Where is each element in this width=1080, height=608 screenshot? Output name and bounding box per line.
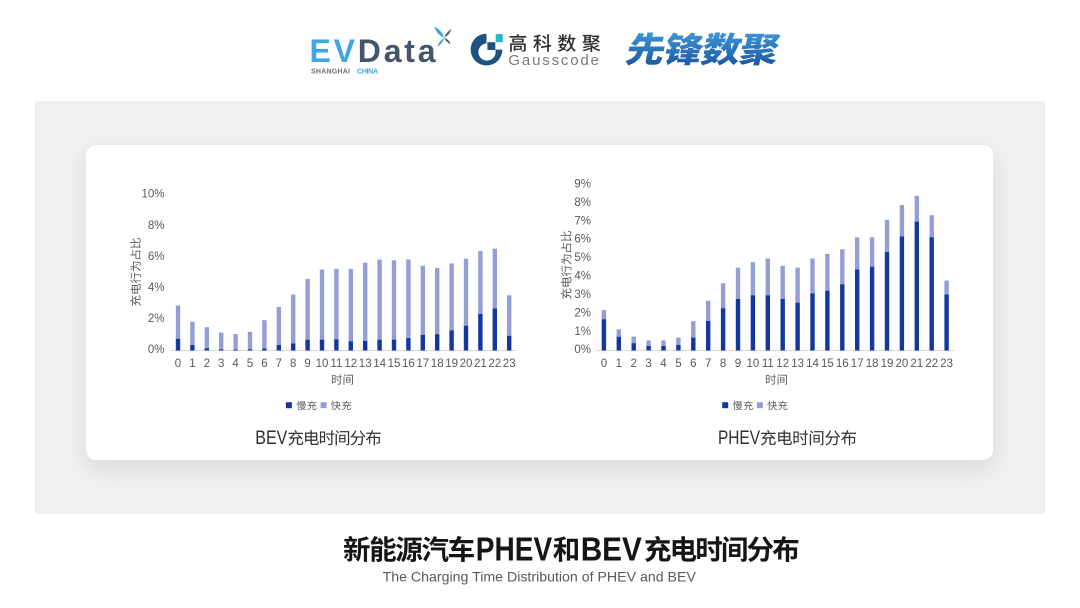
svg-text:20: 20 <box>460 358 473 370</box>
svg-text:15: 15 <box>821 358 834 370</box>
svg-text:6%: 6% <box>148 251 165 263</box>
svg-text:2: 2 <box>630 358 636 370</box>
svg-text:14: 14 <box>373 358 386 370</box>
svg-text:10: 10 <box>316 358 329 370</box>
svg-text:0%: 0% <box>148 344 165 356</box>
svg-text:19: 19 <box>881 358 894 370</box>
svg-text:18: 18 <box>431 358 444 370</box>
svg-text:8%: 8% <box>148 220 165 232</box>
svg-text:1%: 1% <box>574 326 591 338</box>
svg-text:10: 10 <box>747 358 760 370</box>
svg-text:2%: 2% <box>148 313 165 325</box>
svg-text:18: 18 <box>866 358 879 370</box>
svg-text:12: 12 <box>776 358 789 370</box>
svg-text:SHANGHAI: SHANGHAI <box>311 69 352 76</box>
svg-text:PHEV: PHEV <box>476 531 552 568</box>
svg-text:6: 6 <box>690 358 696 370</box>
svg-text:10%: 10% <box>141 189 164 201</box>
svg-text:CHINA: CHINA <box>357 69 380 76</box>
svg-text:2: 2 <box>204 358 210 370</box>
svg-text:19: 19 <box>445 358 458 370</box>
svg-text:9: 9 <box>735 358 741 370</box>
svg-text:The Charging Time Distribution: The Charging Time Distribution of PHEV a… <box>383 568 697 584</box>
svg-text:22: 22 <box>488 358 501 370</box>
svg-text:16: 16 <box>402 358 415 370</box>
svg-text:4: 4 <box>660 358 667 370</box>
svg-text:BEV: BEV <box>255 428 287 449</box>
svg-text:BEV: BEV <box>581 531 642 568</box>
svg-text:Gausscode: Gausscode <box>508 52 599 69</box>
svg-text:9%: 9% <box>574 179 591 191</box>
svg-text:PHEV: PHEV <box>718 428 760 449</box>
svg-text:8: 8 <box>290 358 296 370</box>
svg-text:3: 3 <box>645 358 651 370</box>
svg-text:16: 16 <box>836 358 849 370</box>
svg-text:5: 5 <box>247 358 253 370</box>
svg-text:6: 6 <box>261 358 267 370</box>
svg-text:23: 23 <box>940 358 953 370</box>
svg-text:22: 22 <box>925 358 938 370</box>
svg-text:2%: 2% <box>574 307 591 319</box>
svg-text:23: 23 <box>503 358 516 370</box>
svg-text:11: 11 <box>762 358 774 370</box>
svg-text:1: 1 <box>189 358 195 370</box>
svg-text:7: 7 <box>276 358 282 370</box>
svg-text:21: 21 <box>910 358 923 370</box>
svg-text:8: 8 <box>720 358 726 370</box>
svg-text:14: 14 <box>806 358 819 370</box>
svg-text:4: 4 <box>232 358 239 370</box>
svg-text:5: 5 <box>675 358 681 370</box>
svg-text:13: 13 <box>359 358 372 370</box>
svg-text:20: 20 <box>896 358 909 370</box>
svg-text:6%: 6% <box>574 234 591 246</box>
svg-text:13: 13 <box>791 358 804 370</box>
svg-text:4%: 4% <box>574 271 591 283</box>
svg-text:17: 17 <box>851 358 864 370</box>
svg-text:15: 15 <box>388 358 401 370</box>
svg-text:12: 12 <box>344 358 357 370</box>
svg-text:8%: 8% <box>574 197 591 209</box>
svg-text:5%: 5% <box>574 252 591 264</box>
svg-text:7: 7 <box>705 358 711 370</box>
svg-text:0: 0 <box>175 358 181 370</box>
svg-text:1: 1 <box>616 358 622 370</box>
svg-text:3%: 3% <box>574 289 591 301</box>
svg-text:4%: 4% <box>148 282 165 294</box>
svg-text:21: 21 <box>474 358 487 370</box>
svg-text:7%: 7% <box>574 215 591 227</box>
svg-text:0: 0 <box>601 358 607 370</box>
svg-text:17: 17 <box>416 358 429 370</box>
svg-text:11: 11 <box>330 358 342 370</box>
svg-text:0%: 0% <box>574 344 591 356</box>
svg-text:9: 9 <box>304 358 310 370</box>
svg-text:EVData: EVData <box>310 33 439 69</box>
svg-text:3: 3 <box>218 358 224 370</box>
